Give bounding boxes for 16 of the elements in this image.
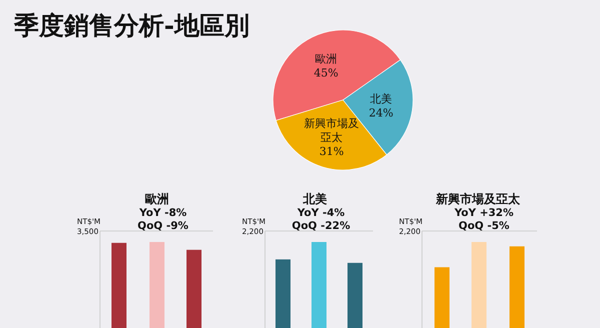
data-label: 24% [368,106,394,120]
text: QoQ -9% [138,220,189,232]
text: YoY -8% [138,207,188,219]
data-label: 31% [319,144,344,158]
chart-title: 季度銷售分析-地區別 [13,11,250,40]
text: YoY -4% [296,207,346,219]
slice-label: 歐洲 [315,52,338,66]
slice-label: 北美 [370,92,392,106]
chart-title: 新興市場及亞太 [435,192,521,206]
text: QoQ -5% [458,220,510,232]
text: QoQ -22% [292,220,351,232]
text: YoY +32% [453,207,514,219]
slice-label: 新興市場及亞太 [304,116,360,144]
data-label: 45% [314,66,338,80]
chart-title: 北美 [302,192,327,206]
chart-title: 歐洲 [145,192,169,206]
